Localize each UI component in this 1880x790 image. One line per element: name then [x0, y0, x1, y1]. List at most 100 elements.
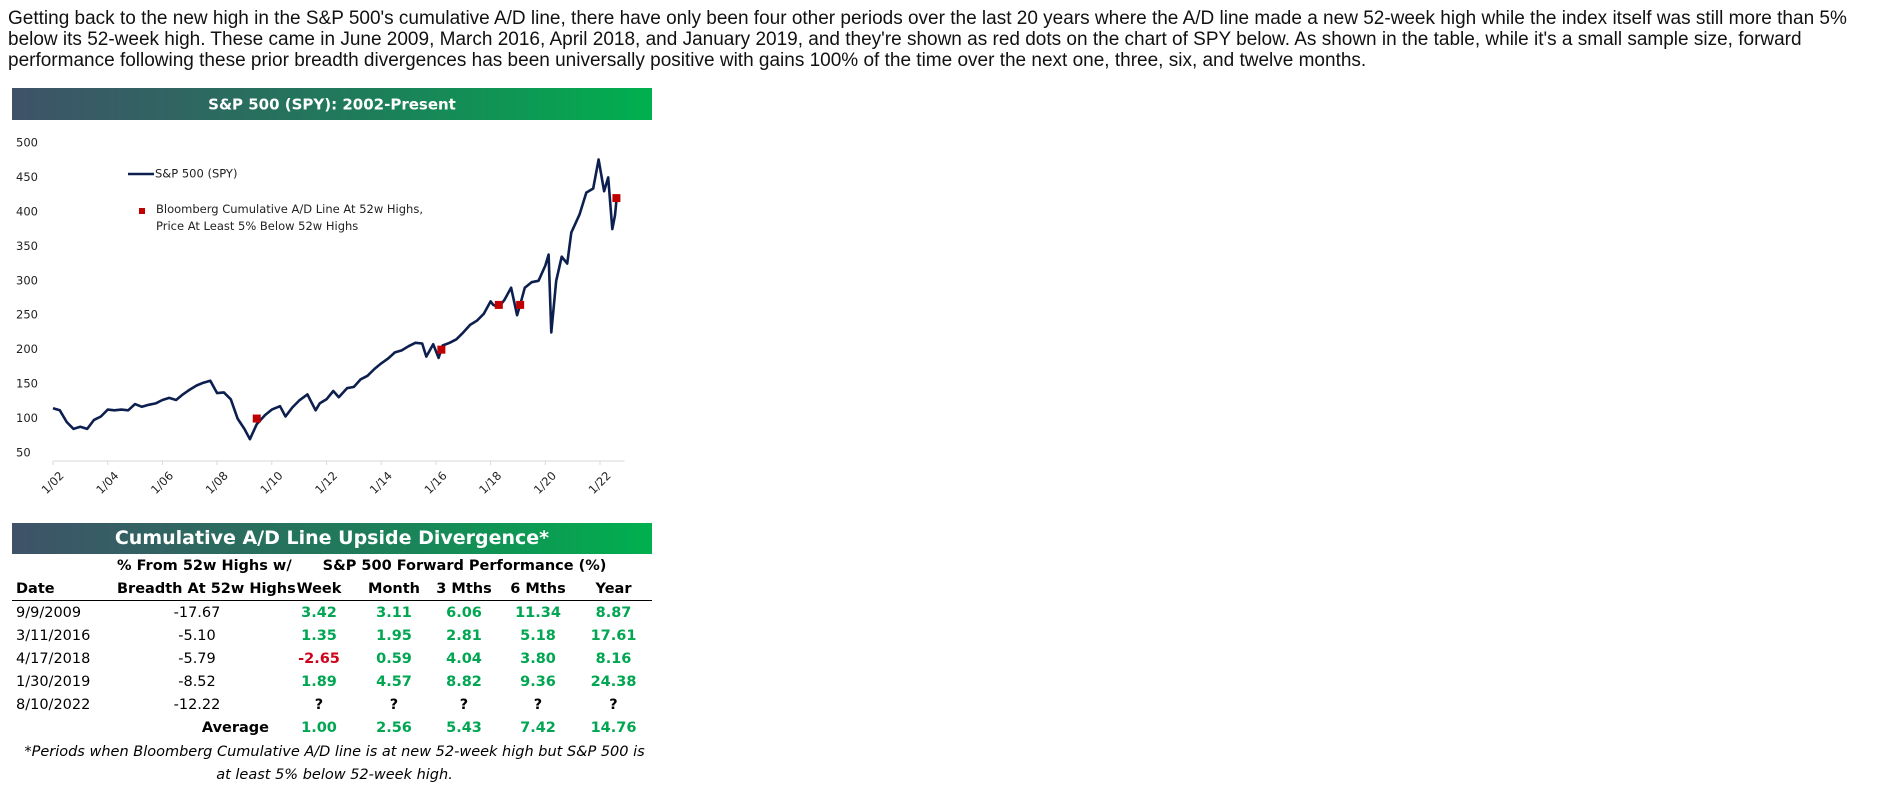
table-row: 8/10/2022 -12.22?????	[12, 693, 652, 716]
x-tick-label: 1/06	[148, 469, 176, 497]
y-tick-label: 250	[16, 308, 38, 322]
x-tick-label: 1/08	[203, 469, 231, 497]
table-cell: ?	[389, 696, 399, 713]
header-cell: Month	[361, 577, 427, 601]
table-cell: 11.34	[515, 604, 561, 621]
table-cell: 3.42	[301, 604, 337, 621]
price-line	[52, 158, 619, 441]
table-row: Average 1.00 2.56 5.43 7.42 14.76	[12, 716, 652, 739]
table-cell: 4.04	[446, 650, 482, 667]
table-cell: 4.57	[376, 673, 412, 690]
signal-dot	[516, 300, 525, 309]
table-cell: 0.59	[376, 650, 412, 667]
y-tick-label: 100	[16, 411, 38, 425]
table-cell: ?	[533, 696, 543, 713]
legend-dot	[139, 208, 145, 214]
table-cell: 3/11/2016	[16, 627, 91, 644]
table-cell	[12, 554, 117, 577]
table-cell: 6.06	[446, 604, 482, 621]
x-tick-label: 1/18	[476, 469, 504, 497]
header-cell: Date	[12, 577, 117, 601]
legend-label: Bloomberg Cumulative A/D Line At 52w Hig…	[156, 202, 423, 233]
table-cell: 14.76	[590, 719, 637, 736]
average-label: Average	[201, 719, 269, 736]
table-cell: 8.82	[446, 673, 482, 690]
table-cell: 3.11	[376, 604, 412, 621]
table-cell: -2.65	[298, 650, 340, 667]
table-cell: -12.22	[173, 696, 221, 713]
signal-dot	[437, 345, 446, 354]
chart: S&P 500 (SPY): 2002-Present 50 100 150 200 2…	[12, 88, 652, 497]
table-cell: 24.38	[590, 673, 637, 690]
header-cell: Year	[575, 577, 653, 601]
legend-box: Bloomberg Cumulative A/D Line At 52w Hig…	[156, 202, 423, 233]
table-cell: ?	[314, 696, 324, 713]
table-cell: 4/17/2018	[16, 650, 91, 667]
table-cell: 3.80	[520, 650, 556, 667]
table-row: 9/9/2009 -17.67 3.42 3.11 6.06 11.34 8.87	[12, 601, 652, 625]
table-cell: ?	[459, 696, 469, 713]
x-tick-label: 1/04	[93, 469, 121, 497]
x-tick-label: 1/12	[312, 469, 340, 497]
table-cell: 17.61	[590, 627, 637, 644]
table-cell: 8.87	[595, 604, 632, 621]
table-cell: 8.16	[595, 650, 632, 667]
table-cell: -17.67	[173, 604, 221, 621]
table-cell: 5.43	[446, 719, 482, 736]
y-tick-label: 400	[16, 204, 38, 218]
table-cell: ?	[609, 696, 618, 713]
table-cell: 1.35	[301, 627, 337, 644]
table-cell: 5.18	[520, 627, 556, 644]
table-cell: 2.81	[446, 627, 482, 644]
table-cell: 9.36	[520, 673, 556, 690]
header-cell: % From 52w Highs w/	[117, 557, 292, 574]
table-cell: 1.00	[301, 719, 337, 736]
header-cell: Week	[277, 577, 361, 601]
table-cell: -5.10	[178, 627, 216, 644]
table-cell: 9/9/2009	[16, 604, 82, 621]
signal-dot	[494, 300, 503, 309]
chart-title-bar	[12, 88, 652, 120]
y-tick-label: 300	[16, 273, 38, 287]
table-row: *Periods when Bloomberg Cumulative A/D l…	[12, 739, 652, 787]
table-cell	[12, 716, 117, 739]
x-tick-label: 1/20	[531, 469, 559, 497]
table-cell: 2.56	[376, 719, 412, 736]
table-cell: 7.42	[520, 719, 556, 736]
footnote: *Periods when Bloomberg Cumulative A/D l…	[24, 744, 645, 783]
legend-label: S&P 500 (SPY)	[155, 167, 237, 181]
table-row: 1/30/2019 -8.52 1.89 4.57 8.82 9.36 24.38	[12, 670, 652, 693]
header-cell: Breadth At 52w Highs	[117, 577, 296, 601]
signal-dot	[252, 414, 261, 423]
table-cell: -8.52	[178, 673, 216, 690]
header-cell: 6 Mths	[501, 577, 575, 601]
y-tick-label: 350	[16, 239, 38, 253]
y-tick-label: 500	[16, 136, 38, 150]
table-row: Date Breadth At 52w Highs Week Month 3 Mths 6…	[12, 577, 653, 601]
header-cell: S&P 500 Forward Performance (%)	[322, 557, 607, 574]
table-cell: 8/10/2022	[16, 696, 91, 713]
x-tick-label: 1/22	[586, 469, 614, 497]
x-tick-label: 1/16	[421, 469, 449, 497]
article-paragraph: Getting back to the new high in the S&P …	[8, 8, 1847, 71]
table-cell: 1.89	[301, 673, 337, 690]
y-tick-label: 200	[16, 342, 38, 356]
x-tick-label: 1/02	[39, 469, 67, 497]
table-title: Cumulative A/D Line Upside Divergence*	[12, 523, 652, 554]
x-tick-label: 1/10	[257, 469, 285, 497]
table-row: 3/11/2016 -5.10 1.35 1.95 2.81 5.18 17.61	[12, 624, 652, 647]
table-grid: % From 52w Highs w/S&P 500 Forward Perfo…	[12, 554, 653, 787]
table: Cumulative A/D Line Upside Divergence* %…	[12, 523, 653, 787]
table-row: % From 52w Highs w/S&P 500 Forward Perfo…	[12, 554, 652, 577]
y-tick-label: 50	[16, 446, 31, 460]
header-cell: 3 Mths	[427, 577, 501, 601]
y-tick-label: 150	[16, 377, 38, 391]
table-row: 4/17/2018 -5.79 -2.65 0.59 4.04 3.80 8.16	[12, 647, 652, 670]
y-tick-label: 450	[16, 170, 38, 184]
x-tick-label: 1/14	[367, 469, 395, 497]
table-cell: -5.79	[178, 650, 216, 667]
signal-dot	[612, 194, 621, 203]
table-cell: 1.95	[376, 627, 412, 644]
chart-title: S&P 500 (SPY): 2002-Present	[208, 96, 456, 114]
